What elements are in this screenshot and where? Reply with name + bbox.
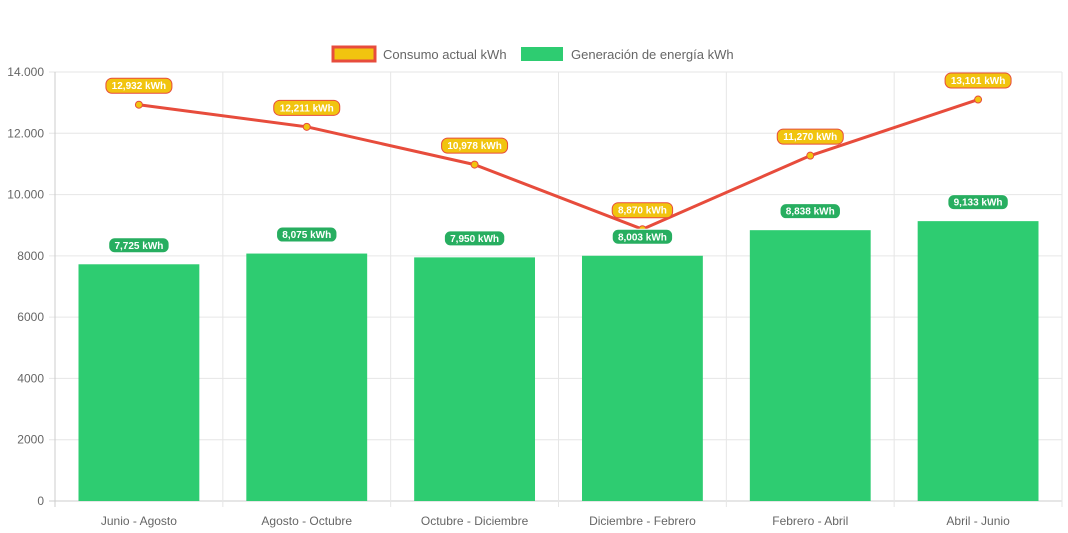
legend-item-generacion[interactable]: Generación de energía kWh	[521, 47, 734, 62]
y-tick-label: 0	[37, 494, 44, 508]
x-tick-label: Octubre - Diciembre	[421, 514, 529, 528]
grid-lines	[49, 71, 1063, 507]
generation-bar[interactable]	[414, 257, 536, 501]
y-tick-label: 14.000	[7, 65, 44, 79]
generation-bars	[78, 221, 1039, 502]
consumption-value-label-text: 11,270 kWh	[783, 132, 837, 143]
consumption-value-label-bg	[273, 99, 341, 116]
generation-value-label-bg	[276, 226, 338, 243]
consumption-value-label-bg	[611, 202, 674, 219]
generation-bar[interactable]	[246, 253, 368, 501]
consumption-point[interactable]	[806, 151, 815, 160]
consumption-point[interactable]	[470, 160, 479, 169]
data-labels: 7,725 kWh 8,075 kWh 7,950 kWh 8,003 kWh 8,83…	[105, 72, 1012, 254]
consumption-value-label: 11,270 kWh	[776, 128, 844, 145]
generation-value-label-bg	[779, 203, 841, 220]
consumption-value-label-text: 8,870 kWh	[618, 206, 667, 217]
consumption-value-label-text: 13,101 kWh	[951, 76, 1005, 87]
generation-value-label: 7,725 kWh	[108, 237, 170, 254]
legend-label-consumo: Consumo actual kWh	[383, 47, 507, 62]
y-tick-label: 12.000	[7, 126, 44, 140]
consumption-value-label: 10,978 kWh	[441, 137, 509, 154]
generation-value-label: 8,838 kWh	[779, 203, 841, 220]
generation-bar[interactable]	[917, 221, 1039, 501]
generation-bar[interactable]	[78, 264, 200, 501]
generation-value-label: 8,003 kWh	[611, 228, 674, 245]
generation-value-label-text: 7,950 kWh	[450, 234, 499, 245]
consumption-value-label-text: 10,978 kWh	[447, 141, 501, 152]
y-tick-label: 2000	[17, 433, 44, 447]
y-tick-label: 10.000	[7, 188, 44, 202]
x-tick-label: Abril - Junio	[946, 514, 1010, 528]
legend-item-consumo[interactable]: Consumo actual kWh	[331, 45, 507, 63]
generation-value-label-bg	[611, 228, 674, 245]
generation-value-label-text: 9,133 kWh	[954, 198, 1003, 209]
consumption-point[interactable]	[134, 100, 143, 109]
legend-label-generacion: Generación de energía kWh	[571, 47, 734, 62]
x-tick-label: Diciembre - Febrero	[589, 514, 696, 528]
generation-bar[interactable]	[749, 230, 871, 502]
consumption-value-label-bg	[944, 72, 1012, 89]
generation-bar[interactable]	[581, 255, 703, 501]
consumption-value-label: 8,870 kWh	[611, 202, 674, 219]
y-tick-label: 4000	[17, 371, 44, 385]
consumption-value-label-text: 12,211 kWh	[280, 103, 334, 114]
consumption-point[interactable]	[302, 122, 311, 131]
generation-value-label: 8,075 kWh	[276, 226, 338, 243]
generation-value-label-text: 8,003 kWh	[618, 232, 667, 243]
generation-value-label-text: 7,725 kWh	[114, 241, 163, 252]
legend-swatch-generacion	[521, 47, 563, 61]
x-tick-label: Febrero - Abril	[772, 514, 848, 528]
x-tick-label: Junio - Agosto	[101, 514, 177, 528]
consumption-value-label-bg	[776, 128, 844, 145]
generation-value-label-text: 8,838 kWh	[786, 207, 835, 218]
y-tick-label: 8000	[17, 249, 44, 263]
consumption-value-label-bg	[441, 137, 509, 154]
consumption-value-label-bg	[105, 77, 173, 94]
generation-value-label: 9,133 kWh	[947, 194, 1009, 211]
generation-value-label-bg	[443, 230, 506, 247]
generation-value-label-bg	[108, 237, 170, 254]
generation-value-label-text: 8,075 kWh	[282, 230, 331, 241]
x-axis: Junio - Agosto Agosto - Octubre Octubre - …	[101, 514, 1010, 528]
legend-swatch-consumo	[331, 45, 377, 63]
consumption-point[interactable]	[974, 95, 983, 104]
generation-value-label: 7,950 kWh	[443, 230, 506, 247]
generation-value-label-bg	[947, 194, 1009, 211]
legend[interactable]: Consumo actual kWh Generación de energía…	[331, 45, 734, 63]
x-tick-label: Agosto - Octubre	[261, 514, 352, 528]
consumption-line-path	[138, 98, 979, 231]
consumption-value-label: 12,932 kWh	[105, 77, 173, 94]
consumption-value-label: 13,101 kWh	[944, 72, 1012, 89]
consumption-value-label-text: 12,932 kWh	[112, 81, 166, 92]
y-tick-label: 6000	[17, 310, 44, 324]
y-axis: 0 2000 4000 6000 8000 10.000 12.000 14.000	[7, 65, 44, 508]
consumption-value-label: 12,211 kWh	[273, 99, 341, 116]
